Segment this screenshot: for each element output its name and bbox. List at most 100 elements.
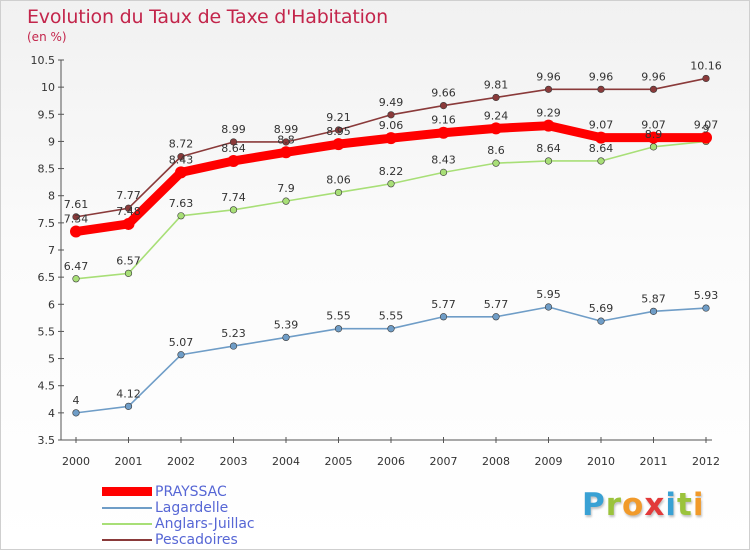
data-label-prayssac: 9.29 bbox=[536, 107, 561, 120]
legend-label-anglars-juillac: Anglars-Juillac bbox=[155, 516, 255, 532]
data-label-pescadoires: 10.16 bbox=[690, 59, 722, 72]
data-point-lagardelle bbox=[334, 325, 343, 333]
data-point-anglars-juillac bbox=[649, 143, 658, 151]
data-point-anglars-juillac bbox=[387, 180, 395, 188]
data-label-anglars-juillac: 8.6 bbox=[487, 144, 505, 157]
data-label-prayssac: 9.16 bbox=[431, 114, 456, 127]
data-label-prayssac: 9.07 bbox=[641, 119, 666, 132]
legend-label-pescadoires: Pescadoires bbox=[155, 532, 238, 548]
data-point-prayssac bbox=[490, 122, 502, 135]
data-label-pescadoires: 8.99 bbox=[221, 123, 246, 136]
data-point-lagardelle bbox=[649, 307, 658, 315]
data-point-prayssac bbox=[437, 126, 450, 139]
y-tick-label: 5 bbox=[48, 353, 55, 366]
data-point-anglars-juillac bbox=[492, 159, 500, 167]
x-tick-label: 2011 bbox=[640, 455, 668, 468]
data-point-prayssac bbox=[647, 131, 660, 144]
logo-letter: i bbox=[692, 487, 705, 523]
data-point-lagardelle bbox=[124, 402, 133, 410]
data-label-pescadoires: 9.96 bbox=[641, 70, 666, 83]
data-point-prayssac bbox=[542, 119, 555, 132]
y-tick-label: 10 bbox=[41, 81, 55, 94]
data-point-lagardelle bbox=[439, 313, 448, 321]
x-tick-label: 2006 bbox=[377, 455, 405, 468]
data-label-anglars-juillac: 8.22 bbox=[379, 165, 404, 178]
data-point-pescadoires bbox=[334, 126, 343, 134]
y-tick-label: 9.5 bbox=[38, 108, 56, 121]
data-point-anglars-juillac bbox=[544, 157, 553, 165]
data-point-anglars-juillac bbox=[282, 197, 290, 205]
data-point-pescadoires bbox=[544, 85, 553, 93]
data-label-anglars-juillac: 6.47 bbox=[64, 260, 89, 273]
chart-subtitle: (en %) bbox=[27, 30, 67, 44]
legend-swatch-pescadoires bbox=[102, 539, 152, 541]
data-point-prayssac bbox=[175, 166, 187, 179]
x-tick-label: 2012 bbox=[692, 455, 720, 468]
legend-swatch-anglars-juillac bbox=[102, 523, 152, 525]
data-point-pescadoires bbox=[124, 204, 133, 212]
y-tick-label: 9 bbox=[48, 135, 55, 148]
proxiti-logo: Proxiti bbox=[582, 487, 704, 523]
data-label-prayssac: 7.34 bbox=[64, 213, 89, 226]
logo-letter: P bbox=[582, 487, 606, 523]
data-label-lagardelle: 5.07 bbox=[169, 336, 194, 349]
legend-swatch-prayssac bbox=[102, 487, 152, 496]
data-label-anglars-juillac: 8.64 bbox=[536, 142, 561, 155]
data-label-pescadoires: 7.61 bbox=[64, 198, 89, 211]
data-point-lagardelle bbox=[229, 342, 238, 350]
y-tick-label: 7.5 bbox=[38, 217, 56, 230]
x-tick-label: 2009 bbox=[535, 455, 563, 468]
data-point-anglars-juillac bbox=[177, 212, 185, 220]
data-point-pescadoires bbox=[492, 93, 500, 102]
data-point-anglars-juillac bbox=[439, 168, 448, 176]
data-label-lagardelle: 5.55 bbox=[379, 310, 404, 323]
data-label-pescadoires: 9.21 bbox=[326, 111, 351, 124]
y-tick-label: 8 bbox=[48, 190, 55, 203]
data-label-prayssac: 8.8 bbox=[277, 133, 295, 146]
data-point-pescadoires bbox=[229, 138, 238, 146]
data-point-lagardelle bbox=[702, 304, 710, 312]
data-label-anglars-juillac: 8.43 bbox=[431, 153, 456, 166]
data-label-lagardelle: 5.23 bbox=[221, 327, 246, 340]
data-point-anglars-juillac bbox=[597, 157, 605, 165]
data-label-pescadoires: 9.49 bbox=[379, 96, 404, 109]
data-label-lagardelle: 5.39 bbox=[274, 318, 299, 331]
data-point-anglars-juillac bbox=[124, 269, 133, 277]
logo-letter: i bbox=[665, 487, 677, 523]
data-point-prayssac bbox=[227, 154, 240, 167]
legend-swatch-lagardelle bbox=[102, 507, 152, 509]
data-label-prayssac: 7.48 bbox=[116, 205, 141, 218]
data-point-pescadoires bbox=[597, 85, 605, 93]
data-point-lagardelle bbox=[544, 303, 553, 311]
data-label-pescadoires: 9.96 bbox=[536, 70, 561, 83]
data-label-prayssac: 8.64 bbox=[221, 142, 246, 155]
data-label-prayssac: 9.07 bbox=[694, 119, 719, 132]
legend-label-prayssac: PRAYSSAC bbox=[155, 484, 227, 500]
data-label-pescadoires: 8.72 bbox=[169, 138, 194, 151]
data-point-prayssac bbox=[70, 225, 82, 238]
data-label-anglars-juillac: 7.63 bbox=[169, 197, 194, 210]
y-tick-label: 8.5 bbox=[38, 163, 56, 176]
x-tick-label: 2007 bbox=[430, 455, 458, 468]
y-tick-label: 6.5 bbox=[38, 271, 56, 284]
y-tick-label: 7 bbox=[48, 244, 55, 257]
data-point-lagardelle bbox=[492, 313, 500, 321]
data-label-lagardelle: 5.77 bbox=[431, 298, 456, 311]
x-tick-label: 2010 bbox=[587, 455, 615, 468]
data-point-anglars-juillac bbox=[72, 275, 80, 283]
x-tick-label: 2002 bbox=[167, 455, 195, 468]
data-label-anglars-juillac: 8.9 bbox=[645, 128, 663, 141]
data-point-lagardelle bbox=[177, 351, 185, 359]
data-label-anglars-juillac: 8.64 bbox=[589, 142, 614, 155]
data-point-prayssac bbox=[595, 131, 607, 144]
data-label-pescadoires: 9.81 bbox=[484, 78, 509, 91]
data-point-lagardelle bbox=[597, 317, 605, 325]
data-label-lagardelle: 5.87 bbox=[641, 292, 666, 305]
data-point-prayssac bbox=[700, 131, 712, 144]
data-point-pescadoires bbox=[439, 101, 448, 110]
data-point-prayssac bbox=[122, 217, 135, 230]
data-label-pescadoires: 9.66 bbox=[431, 87, 456, 100]
data-label-lagardelle: 4 bbox=[73, 394, 80, 407]
data-point-prayssac bbox=[332, 138, 345, 151]
